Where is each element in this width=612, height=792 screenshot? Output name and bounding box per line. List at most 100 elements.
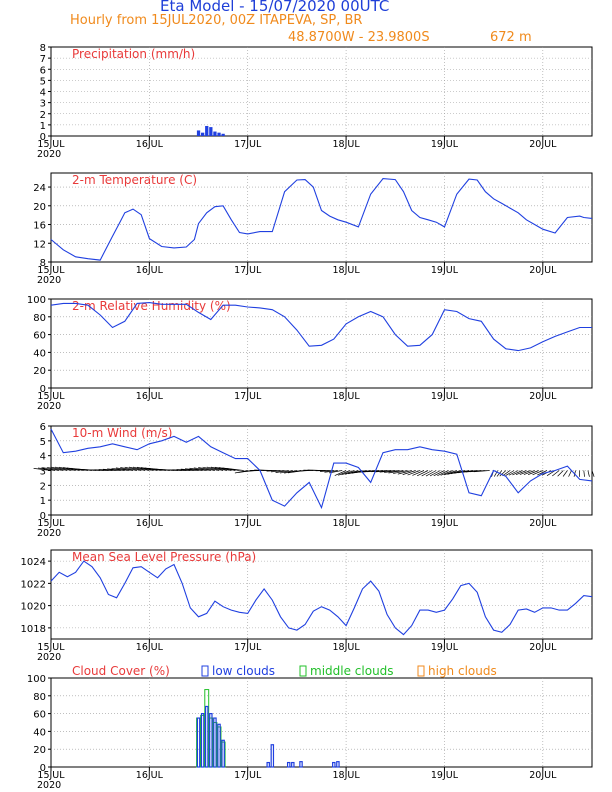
- wind-barb: [532, 470, 543, 476]
- y-tick-label: 8: [40, 258, 46, 269]
- precip-bar: [196, 130, 201, 136]
- wind-barb: [338, 470, 351, 476]
- x-tick-label: 17JUL: [234, 265, 262, 276]
- panel-title: Precipitation (mm/h): [72, 47, 195, 61]
- wind-barb: [499, 470, 507, 477]
- y-tick-label: 12: [33, 239, 46, 250]
- panel-title: Cloud Cover (%): [72, 664, 170, 678]
- wind-barb: [412, 470, 425, 476]
- x-tick-label: 19JUL: [431, 518, 459, 529]
- wind-barb: [371, 470, 388, 473]
- y-tick-label: 24: [33, 183, 46, 194]
- low-cloud-bar: [217, 723, 221, 768]
- y-tick-label: 20: [33, 202, 46, 213]
- x-tick-label: 18JUL: [333, 642, 361, 653]
- panel-5: 1018 1020 1022 1024 15JUL 16JUL 17JUL 18JUL 19JU…: [21, 549, 593, 663]
- wind-barb: [46, 466, 64, 471]
- x-tick-label: 18JUL: [333, 518, 361, 529]
- y-tick-label: 5: [40, 437, 46, 448]
- wind-barb: [421, 470, 433, 477]
- chart-title: Eta Model - 15/07/2020 00UTC: [160, 0, 390, 15]
- station-coordinates: 48.8700W - 23.9800S: [288, 30, 430, 45]
- wind-barb: [214, 466, 232, 471]
- wind-barb: [42, 467, 60, 471]
- x-tick-label: 15JUL: [37, 139, 65, 150]
- y-tick-label: 5: [40, 76, 46, 87]
- wind-barb: [111, 467, 129, 471]
- x-tick-label: 16JUL: [136, 391, 164, 402]
- low-cloud-bar: [336, 761, 340, 768]
- x-tick-label: 15JUL: [37, 642, 65, 653]
- x-tick-label: 17JUL: [234, 518, 262, 529]
- x-tick-label: 17JUL: [234, 642, 262, 653]
- low-cloud-bar: [270, 744, 275, 768]
- series-line: [50, 178, 593, 261]
- wind-barb: [193, 467, 211, 471]
- x-tick-label: 15JUL: [37, 770, 65, 781]
- x-tick-label: 19JUL: [431, 265, 459, 276]
- wind-barb: [275, 470, 289, 473]
- wind-barb: [402, 470, 416, 475]
- wind-barb: [562, 470, 568, 477]
- x-tick-label: 19JUL: [431, 770, 459, 781]
- wind-barb: [583, 470, 585, 477]
- y-tick-label: 1: [40, 121, 46, 132]
- low-cloud-bar: [291, 761, 295, 768]
- panel-frame: [50, 298, 593, 389]
- y-tick-label: 100: [27, 674, 46, 685]
- wind-barb: [425, 470, 437, 477]
- wind-barb: [37, 467, 56, 471]
- x-tick-label: 16JUL: [136, 518, 164, 529]
- wind-barb: [473, 470, 490, 473]
- wind-barb: [50, 466, 68, 471]
- wind-barb: [587, 470, 590, 477]
- wind-barb: [102, 468, 121, 471]
- wind-barb: [429, 470, 441, 477]
- low-cloud-bar: [299, 761, 303, 768]
- wind-barb: [55, 466, 72, 471]
- wind-barb: [557, 470, 564, 477]
- precip-bar: [209, 127, 213, 136]
- wind-barb: [397, 470, 412, 475]
- y-tick-label: 20: [33, 366, 46, 377]
- wind-barb: [383, 470, 400, 473]
- wind-barb: [447, 470, 461, 475]
- wind-barb: [379, 470, 396, 473]
- low-cloud-bar: [266, 761, 270, 768]
- wind-barb: [115, 467, 134, 471]
- x-tick-label: 20JUL: [529, 642, 557, 653]
- precip-bar: [201, 132, 205, 136]
- x-year-label: 2020: [37, 401, 61, 412]
- x-tick-label: 20JUL: [529, 770, 557, 781]
- legend-label: low clouds: [212, 664, 275, 678]
- low-cloud-bar: [204, 705, 209, 768]
- x-tick-label: 20JUL: [529, 518, 557, 529]
- y-tick-label: 80: [33, 692, 46, 703]
- panel-title: 2-m Temperature (C): [72, 173, 197, 187]
- x-tick-label: 16JUL: [136, 770, 164, 781]
- panel-4: 0 1 2 3 4 5 6 15JUL 16JUL 17JUL 18JUL 19JUL 20JUL 202…: [33, 422, 595, 539]
- precip-bar: [213, 131, 217, 136]
- wind-barb: [388, 470, 404, 474]
- wind-barb: [140, 467, 158, 471]
- wind-barb: [180, 468, 199, 471]
- precip-bar: [205, 125, 209, 136]
- y-tick-label: 0: [40, 763, 46, 774]
- x-tick-label: 20JUL: [529, 391, 557, 402]
- wind-barb: [443, 470, 457, 476]
- wind-barb: [515, 470, 527, 476]
- wind-barb: [568, 470, 572, 477]
- wind-barb: [206, 466, 224, 471]
- wind-barb: [348, 470, 363, 475]
- y-tick-label: 1: [40, 496, 46, 507]
- x-tick-label: 16JUL: [136, 265, 164, 276]
- x-tick-label: 16JUL: [136, 642, 164, 653]
- x-tick-label: 20JUL: [529, 265, 557, 276]
- wind-barb: [202, 466, 220, 471]
- legend-label: middle clouds: [310, 664, 394, 678]
- y-tick-label: 2: [40, 481, 46, 492]
- wind-barb: [62, 467, 80, 471]
- y-tick-label: 16: [33, 221, 46, 232]
- y-tick-label: 0: [40, 384, 46, 395]
